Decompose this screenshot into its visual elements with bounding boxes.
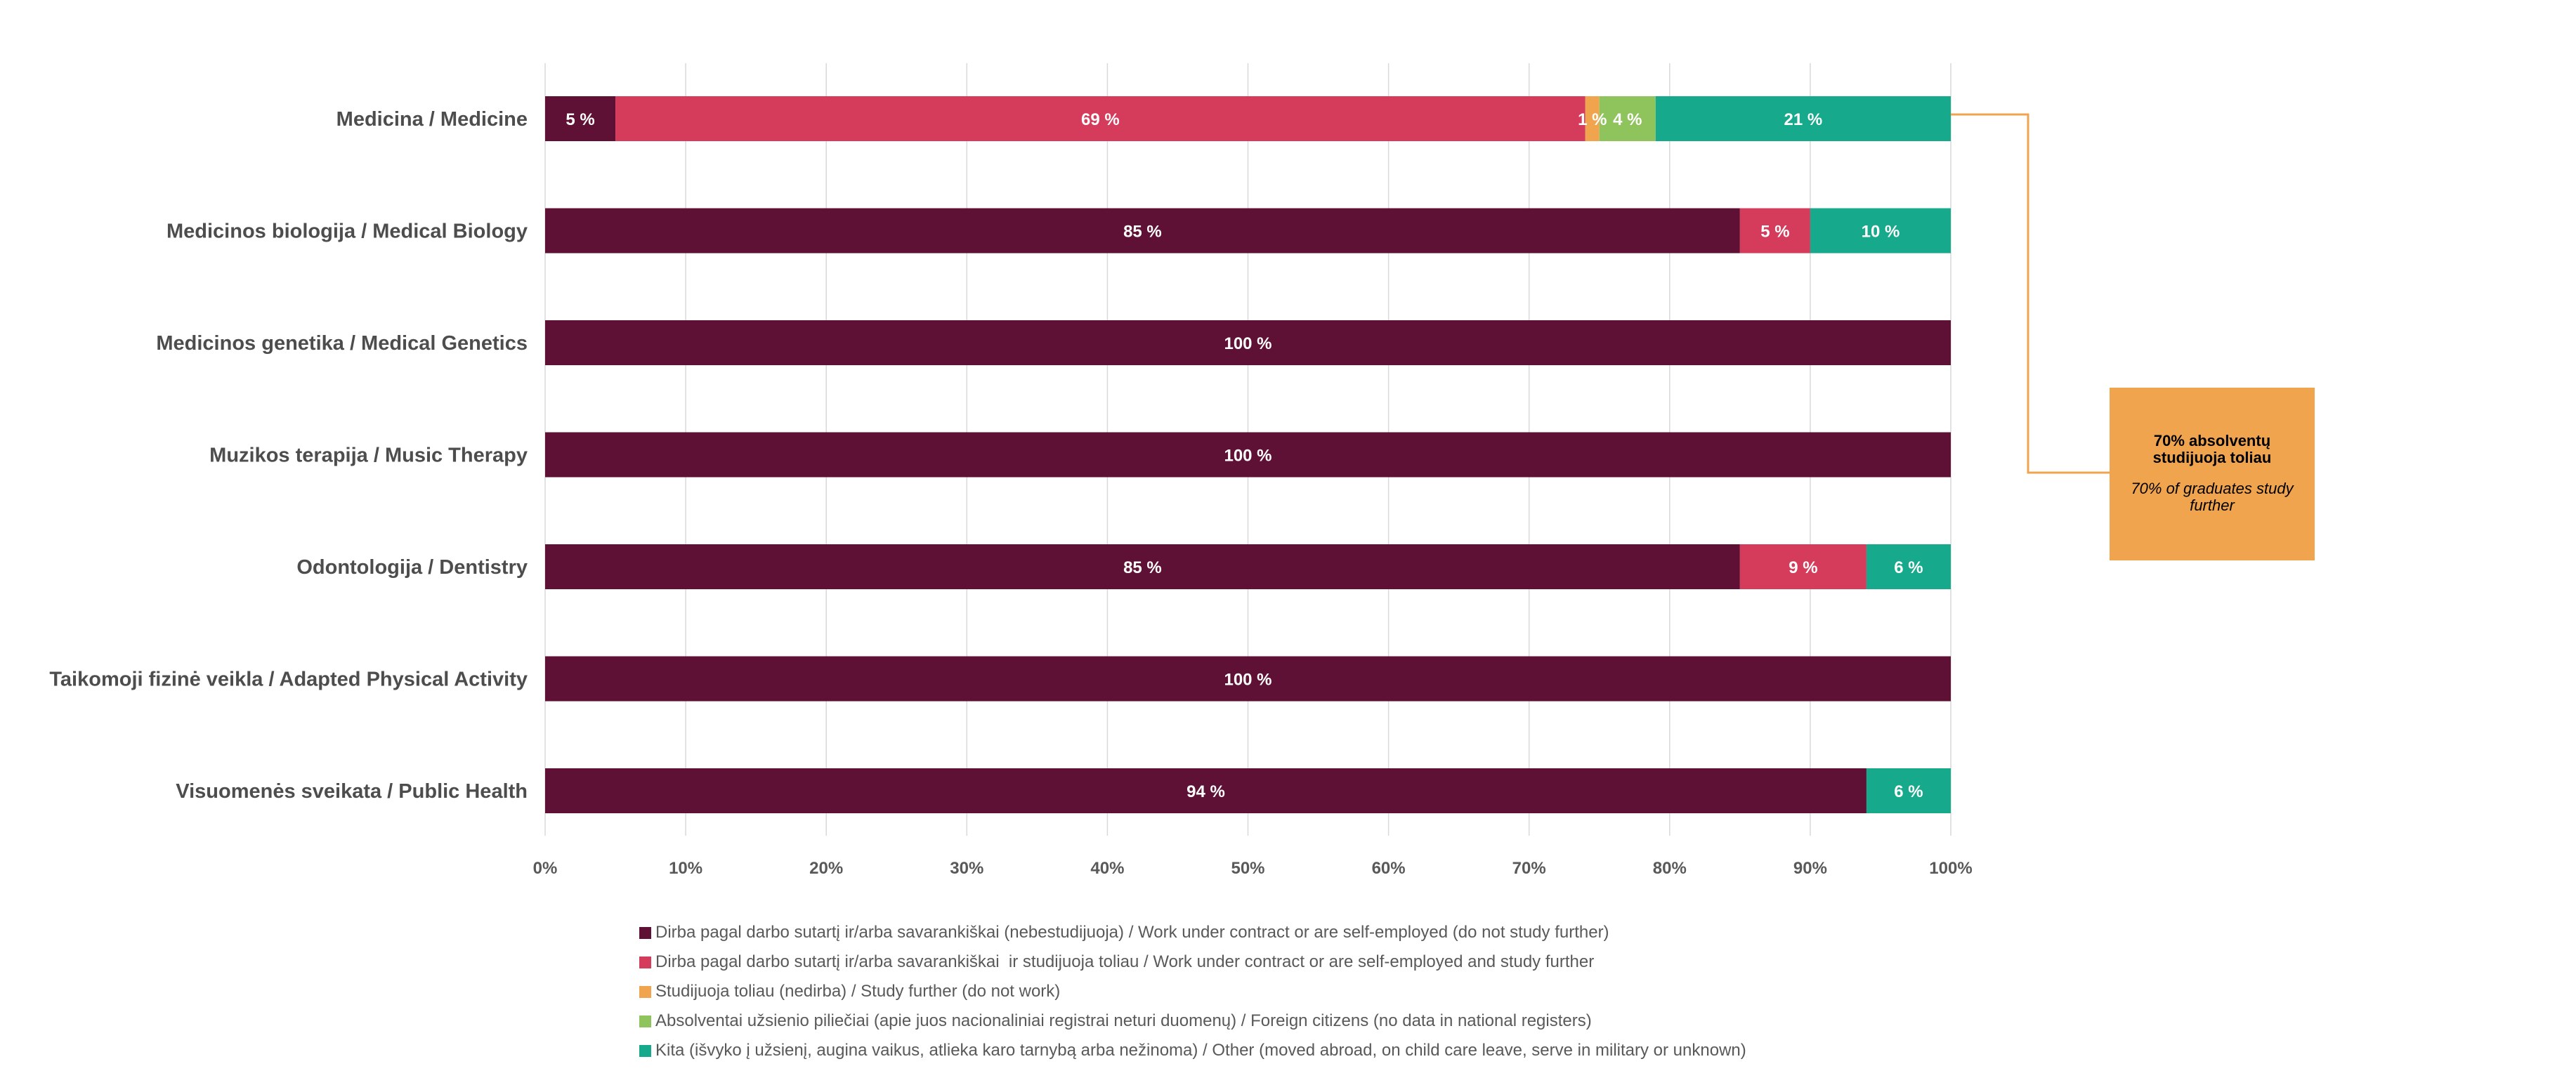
legend-swatch — [639, 985, 651, 998]
data-label: 1 % — [1578, 110, 1607, 129]
data-label: 6 % — [1894, 558, 1923, 577]
data-label: 100 % — [1224, 447, 1271, 466]
callout-title: 70% absolventų studijuoja toliau — [2152, 432, 2272, 466]
data-label: 9 % — [1789, 558, 1817, 577]
x-tick-label: 20% — [809, 859, 843, 878]
category-label: Medicinos biologija / Medical Biology — [166, 221, 528, 243]
data-label: 94 % — [1186, 782, 1225, 801]
legend-swatch — [639, 1015, 651, 1027]
category-label: Visuomenės sveikata / Public Health — [176, 780, 528, 803]
legend-item: Dirba pagal darbo sutartį ir/arba savara… — [639, 947, 1746, 977]
bars: 5 % 69 % 1 % 4 % 21 % 85 % 5 % 10 % 100 % 100 % 85… — [545, 96, 1951, 813]
data-label: 69 % — [1081, 110, 1120, 129]
bar-segment — [1585, 96, 1600, 141]
legend-item: Absolventai užsienio piliečiai (apie juo… — [639, 1006, 1746, 1036]
data-label: 100 % — [1224, 671, 1271, 690]
x-tick-label: 70% — [1512, 859, 1546, 878]
stacked-bar-chart: 5 % 69 % 1 % 4 % 21 % 85 % 5 % 10 % 100 % 100 % 85… — [49, 63, 2110, 878]
callout-connector — [1951, 113, 2110, 474]
data-label: 85 % — [1123, 223, 1162, 242]
x-tick-label: 40% — [1090, 859, 1124, 878]
x-tick-label: 60% — [1372, 859, 1406, 878]
bar-segment — [615, 96, 1586, 141]
legend-item: Dirba pagal darbo sutartį ir/arba savara… — [639, 918, 1746, 947]
x-tick-label: 10% — [669, 859, 702, 878]
legend-swatch — [639, 926, 651, 939]
x-tick-label: 80% — [1653, 859, 1687, 878]
data-label: 100 % — [1224, 334, 1271, 353]
bar-segment — [545, 320, 1951, 365]
legend-item: Kita (išvyko į užsienį, augina vaikus, a… — [639, 1036, 1746, 1065]
bar-segment — [1866, 544, 1951, 589]
bar-segment — [545, 656, 1951, 702]
category-label: Medicina / Medicine — [336, 108, 528, 131]
bar-segment — [1599, 96, 1656, 141]
legend-item: Studijuoja toliau (nedirba) / Study furt… — [639, 977, 1746, 1006]
legend-label: Studijuoja toliau (nedirba) / Study furt… — [655, 982, 1061, 1001]
legend-swatch — [639, 1044, 651, 1057]
bar-segment — [1655, 96, 1951, 141]
callout-subtitle: 70% of graduates study further — [2131, 480, 2294, 514]
legend-label: Dirba pagal darbo sutartį ir/arba savara… — [655, 952, 1595, 971]
data-label: 4 % — [1613, 110, 1642, 129]
data-label: 6 % — [1894, 782, 1923, 801]
legend: Dirba pagal darbo sutartį ir/arba savara… — [639, 918, 1746, 1065]
x-tick-label: 90% — [1793, 859, 1827, 878]
bar-segment — [545, 208, 1740, 254]
category-label: Medicinos genetika / Medical Genetics — [156, 332, 528, 355]
bar-segment — [1739, 208, 1810, 254]
legend-label: Kita (išvyko į užsienį, augina vaikus, a… — [655, 1041, 1746, 1060]
category-labels: Medicina / Medicine Medicinos biologija /… — [49, 108, 528, 803]
x-tick-label: 30% — [950, 859, 983, 878]
callout-box: 70% absolventų studijuoja toliau 70% of … — [2110, 388, 2315, 560]
x-tick-label: 0% — [533, 859, 558, 878]
bar-segment — [1739, 544, 1866, 589]
data-label: 5 % — [565, 110, 594, 129]
bar-segment — [545, 768, 1866, 813]
legend-label: Absolventai užsienio piliečiai (apie juo… — [655, 1011, 1592, 1030]
x-axis-ticks: 0% 10% 20% 30% 40% 50% 60% 70% 80% 90% 100% — [533, 859, 1973, 878]
legend-swatch — [639, 956, 651, 968]
category-label: Taikomoji fizinė veikla / Adapted Physic… — [49, 669, 528, 691]
bar-segment — [1810, 208, 1951, 254]
legend-label: Dirba pagal darbo sutartį ir/arba savara… — [655, 923, 1609, 942]
data-label: 21 % — [1784, 110, 1823, 129]
bar-segment — [545, 432, 1951, 478]
data-label: 5 % — [1760, 223, 1789, 242]
bar-segment — [1866, 768, 1951, 813]
data-label: 85 % — [1123, 558, 1162, 577]
data-label: 10 % — [1862, 223, 1900, 242]
x-tick-label: 100% — [1929, 859, 1972, 878]
category-label: Muzikos terapija / Music Therapy — [209, 445, 528, 467]
x-tick-label: 50% — [1231, 859, 1264, 878]
category-label: Odontologija / Dentistry — [296, 556, 528, 579]
bar-segment — [545, 96, 616, 141]
bar-segment — [545, 544, 1740, 589]
